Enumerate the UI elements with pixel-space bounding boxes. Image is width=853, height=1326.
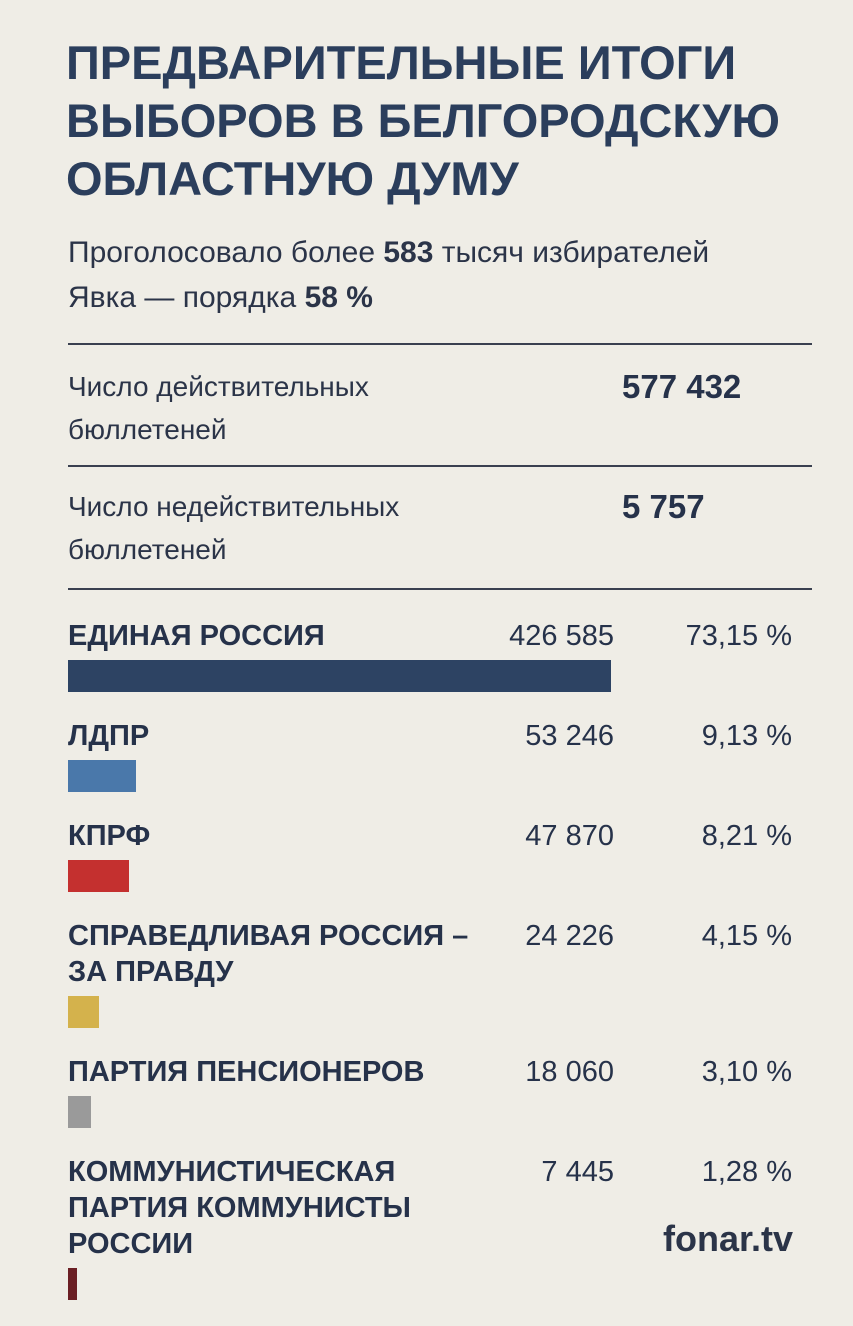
subtitle-text: тысяч избирателей: [433, 236, 710, 269]
party-line: КОММУНИСТИЧЕСКАЯ ПАРТИЯ КОММУНИСТЫ РОССИ…: [68, 1154, 792, 1262]
party-row: СПРАВЕДЛИВАЯ РОССИЯ – ЗА ПРАВДУ 24 226 4,1…: [68, 918, 792, 1028]
stat-label: Число действительных бюллетеней: [68, 371, 369, 445]
vote-label: 18 060: [525, 1056, 614, 1088]
party-row: КПРФ 47 870 8,21 %: [68, 818, 792, 892]
party-row: ПАРТИЯ ПЕНСИОНЕРОВ 18 060 3,10 %: [68, 1054, 792, 1128]
title-line: ОБЛАСТНУЮ ДУМУ: [66, 152, 519, 205]
bar: [68, 860, 129, 892]
title-line: ВЫБОРОВ В БЕЛГОРОДСКУЮ: [66, 94, 780, 147]
subtitle-number: 583: [383, 236, 434, 269]
share-label: 3,10 %: [701, 1056, 792, 1088]
vote-label: 24 226: [525, 920, 614, 952]
bar: [68, 1096, 91, 1128]
divider: [68, 465, 812, 467]
subtitle-line: Явка — порядка 58 %: [68, 275, 709, 320]
title-line: ПРЕДВАРИТЕЛЬНЫЕ ИТОГИ: [66, 36, 737, 89]
stat-row: Число действительных бюллетеней 577 432: [68, 365, 812, 451]
bar: [68, 760, 136, 792]
vote-label: 53 246: [525, 720, 614, 752]
stat-value: 5 757: [622, 488, 705, 525]
subtitle: Проголосовало более 583 тысяч избирателе…: [68, 230, 709, 320]
party-name: КПРФ: [68, 820, 151, 852]
stat-row: Число недействительных бюллетеней 5 757: [68, 485, 812, 571]
party-name: ЛДПР: [68, 720, 150, 752]
divider: [68, 343, 812, 345]
vote-label: 7 445: [541, 1156, 614, 1188]
party-line: ЕДИНАЯ РОССИЯ 426 585 73,15 %: [68, 618, 792, 654]
stat-label: Число недействительных бюллетеней: [68, 491, 400, 565]
share-label: 4,15 %: [701, 920, 792, 952]
bar: [68, 660, 611, 692]
party-name: КОММУНИСТИЧЕСКАЯ ПАРТИЯ КОММУНИСТЫ РОССИ…: [68, 1156, 411, 1260]
subtitle-line: Проголосовало более 583 тысяч избирателе…: [68, 230, 709, 275]
source: fonar.tv: [662, 1218, 793, 1259]
share-label: 9,13 %: [701, 720, 792, 752]
page: ПРЕДВАРИТЕЛЬНЫЕ ИТОГИ ВЫБОРОВ В БЕЛГОРОДС…: [66, 34, 812, 1300]
party-line: КПРФ 47 870 8,21 %: [68, 818, 792, 854]
party-row: ЛДПР 53 246 9,13 %: [68, 718, 792, 792]
title: ПРЕДВАРИТЕЛЬНЫЕ ИТОГИ ВЫБОРОВ В БЕЛГОРОДС…: [66, 34, 780, 208]
subtitle-number: 58 %: [304, 281, 373, 314]
subtitle-text: Явка — порядка: [68, 281, 305, 314]
vote-label: 47 870: [525, 820, 614, 852]
divider: [68, 588, 812, 590]
party-name: ЕДИНАЯ РОССИЯ: [68, 620, 325, 652]
party-name: СПРАВЕДЛИВАЯ РОССИЯ – ЗА ПРАВДУ: [68, 920, 469, 988]
share-label: 1,28 %: [701, 1156, 792, 1188]
stat-value: 577 432: [622, 368, 742, 405]
bar: [68, 1268, 78, 1300]
share-label: 73,15 %: [685, 620, 792, 652]
bar-chart: ЕДИНАЯ РОССИЯ 426 585 73,15 % ЛДПР 53 246 9,1…: [68, 618, 792, 1326]
party-line: ЛДПР 53 246 9,13 %: [68, 718, 792, 754]
vote-label: 426 585: [509, 620, 614, 652]
bar: [68, 996, 99, 1028]
subtitle-text: Проголосовало более: [68, 236, 384, 269]
party-row: ЕДИНАЯ РОССИЯ 426 585 73,15 %: [68, 618, 792, 692]
share-label: 8,21 %: [701, 820, 792, 852]
party-line: СПРАВЕДЛИВАЯ РОССИЯ – ЗА ПРАВДУ 24 226 4,1…: [68, 918, 792, 990]
party-name: ПАРТИЯ ПЕНСИОНЕРОВ: [68, 1056, 425, 1088]
party-line: ПАРТИЯ ПЕНСИОНЕРОВ 18 060 3,10 %: [68, 1054, 792, 1090]
